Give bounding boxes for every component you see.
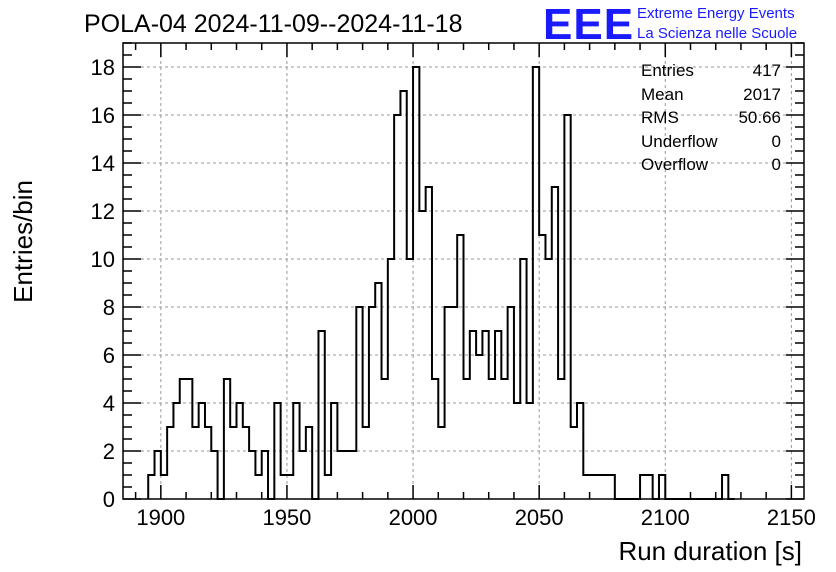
- stat-value: 0: [771, 131, 781, 151]
- histogram-line: [147, 66, 735, 500]
- stat-value: 0: [771, 155, 781, 174]
- stat-label: Underflow: [641, 131, 718, 151]
- stat-row-underflow: Underflow 0: [641, 130, 781, 154]
- y-axis-label: Entries/bin: [8, 180, 38, 303]
- logo-line-1: Extreme Energy Events: [637, 5, 795, 22]
- stat-label: Overflow: [641, 155, 709, 174]
- y-tick-label: 16: [91, 103, 115, 128]
- stat-value: 2017: [743, 84, 781, 104]
- stats-box: Entries 417 Mean 2017 RMS 50.66 Underflow 0 …: [641, 59, 781, 177]
- x-tick-label: 2000: [389, 505, 438, 530]
- logo-line-2: La Scienza nelle Scuole: [637, 25, 798, 42]
- y-tick-label: 2: [103, 439, 115, 464]
- x-tick-label: 2150: [767, 505, 816, 530]
- stat-label: Mean: [641, 84, 684, 104]
- grid-lines: [123, 43, 804, 500]
- y-tick-label: 14: [91, 151, 115, 176]
- y-tick-label: 10: [91, 247, 115, 272]
- x-tick-label: 1900: [136, 505, 185, 530]
- stat-value: 50.66: [738, 108, 781, 127]
- y-tick-label: 0: [103, 487, 115, 512]
- stat-row-overflow: Overflow 0: [641, 153, 781, 177]
- stat-row-mean: Mean 2017: [641, 83, 781, 107]
- x-tick-label: 2050: [515, 505, 564, 530]
- y-tick-label: 4: [103, 391, 115, 416]
- x-tick-label: 2100: [641, 505, 690, 530]
- eee-logo: EEE: [543, 0, 635, 49]
- y-tick-label: 18: [91, 55, 115, 80]
- tick-labels: 1900 1950 2000 2050 2100 2150 0 2 4 6 8 10 12 14 16 18: [91, 55, 816, 530]
- x-axis-label: Run duration [s]: [618, 536, 802, 566]
- y-tick-label: 12: [91, 199, 115, 224]
- y-tick-label: 6: [103, 343, 115, 368]
- x-tick-label: 1950: [262, 505, 311, 530]
- stat-label: RMS: [641, 108, 679, 127]
- stat-value: 417: [752, 61, 781, 80]
- chart-title: POLA-04 2024-11-09--2024-11-18: [84, 10, 463, 38]
- axis-ticks: [123, 42, 804, 500]
- y-tick-label: 8: [103, 295, 115, 320]
- stat-row-rms: RMS 50.66: [641, 106, 781, 130]
- stat-label: Entries: [641, 61, 694, 80]
- stat-row-entries: Entries 417: [641, 59, 781, 83]
